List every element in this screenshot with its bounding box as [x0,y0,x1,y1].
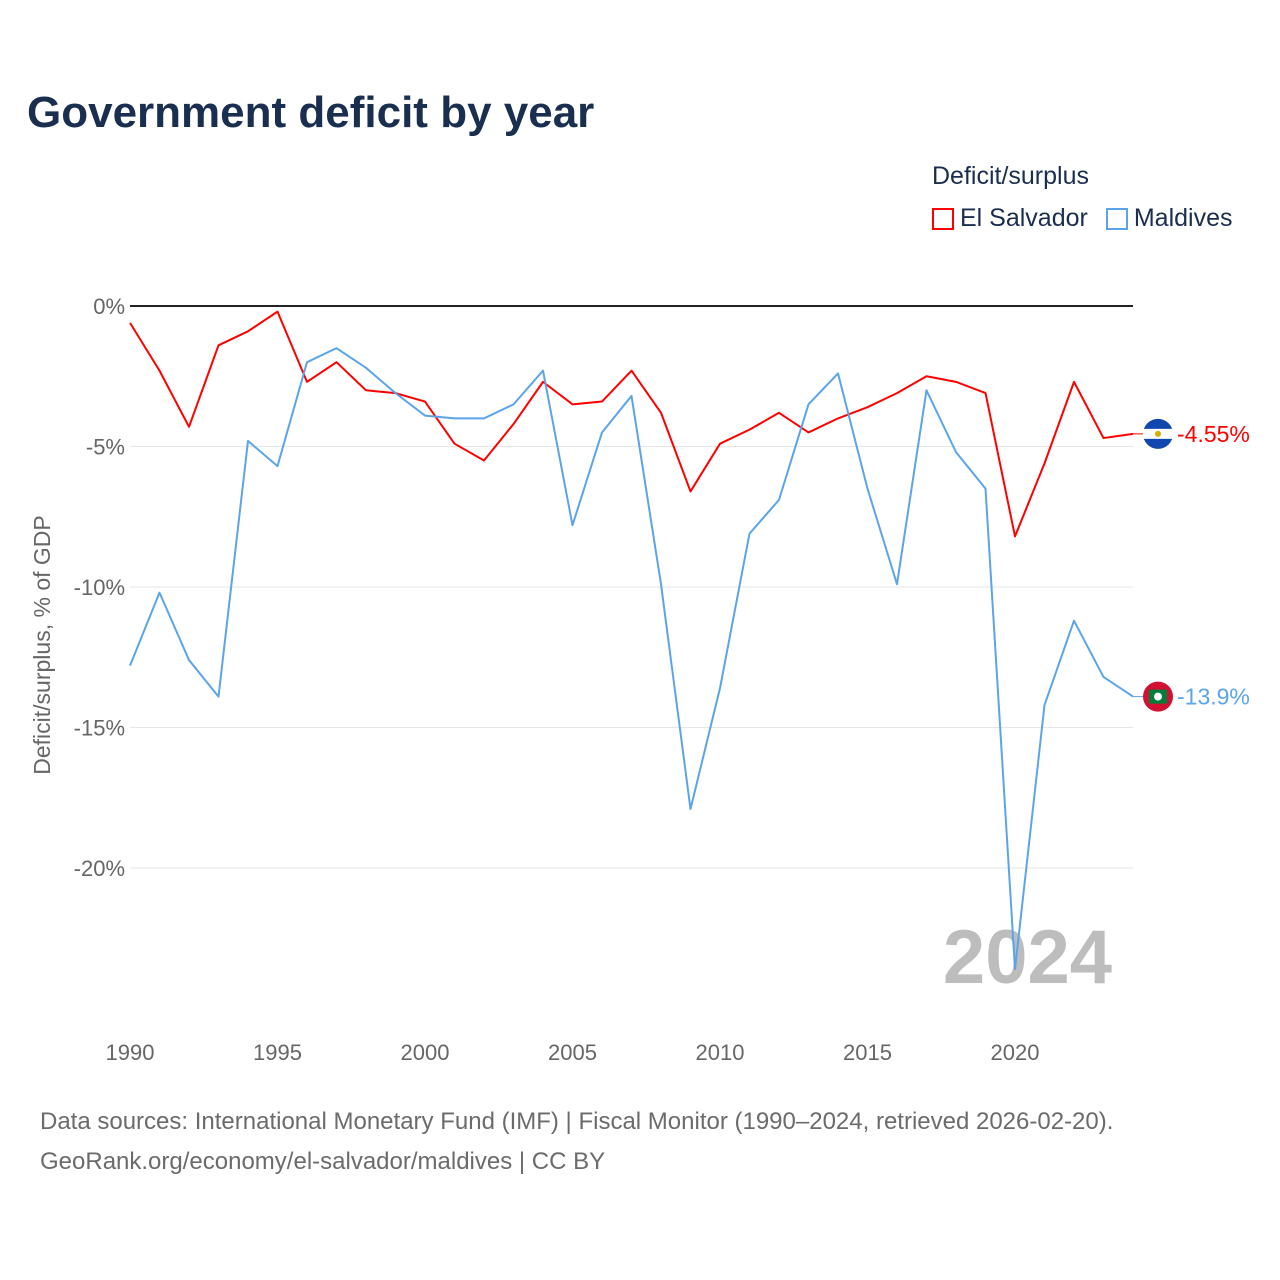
x-tick-label: 1995 [253,1040,302,1065]
source-line-1: Data sources: International Monetary Fun… [40,1108,1114,1135]
x-tick-label: 1990 [106,1040,155,1065]
y-tick-label: 0% [93,294,125,319]
year-watermark: 2024 [943,915,1112,1000]
series-line-maldives [129,347,1134,971]
legend-item-maldives[interactable]: Maldives [1105,204,1233,233]
x-tick-label: 2000 [401,1040,450,1065]
end-value-label: -4.55% [1177,421,1250,447]
source-line-2: GeoRank.org/economy/el-salvador/maldives… [40,1148,606,1175]
legend-swatch-blue [1105,207,1128,230]
y-tick-label: -5% [86,435,125,460]
x-tick-label: 2010 [696,1040,745,1065]
legend-swatch-red [932,207,954,230]
legend: El Salvador Maldives [932,204,1233,233]
flag-emblem [1155,430,1161,437]
end-value-label: -13.9% [1177,684,1250,710]
y-tick-label: -20% [74,856,125,881]
x-tick-label: 2005 [548,1040,597,1065]
legend-label: Maldives [1133,204,1233,232]
legend-label: El Salvador [960,204,1088,232]
y-tick-label: -15% [74,716,125,741]
y-axis-label: Deficit/surplus, % of GDP [29,515,55,774]
chart-title: Government deficit by year [27,88,595,137]
legend-item-el-salvador[interactable]: El Salvador [932,204,1088,233]
y-tick-label: -10% [74,575,125,600]
legend-title: Deficit/surplus [932,162,1089,190]
x-tick-label: 2015 [843,1040,892,1065]
x-tick-label: 2020 [991,1040,1040,1065]
flag-crescent [1154,692,1162,701]
series-line-el-salvador [129,310,1134,538]
